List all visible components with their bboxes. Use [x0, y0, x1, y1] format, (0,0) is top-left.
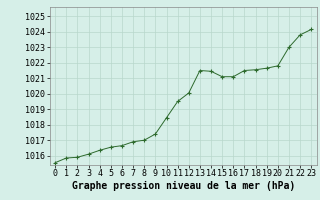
X-axis label: Graphe pression niveau de la mer (hPa): Graphe pression niveau de la mer (hPa): [72, 181, 295, 191]
